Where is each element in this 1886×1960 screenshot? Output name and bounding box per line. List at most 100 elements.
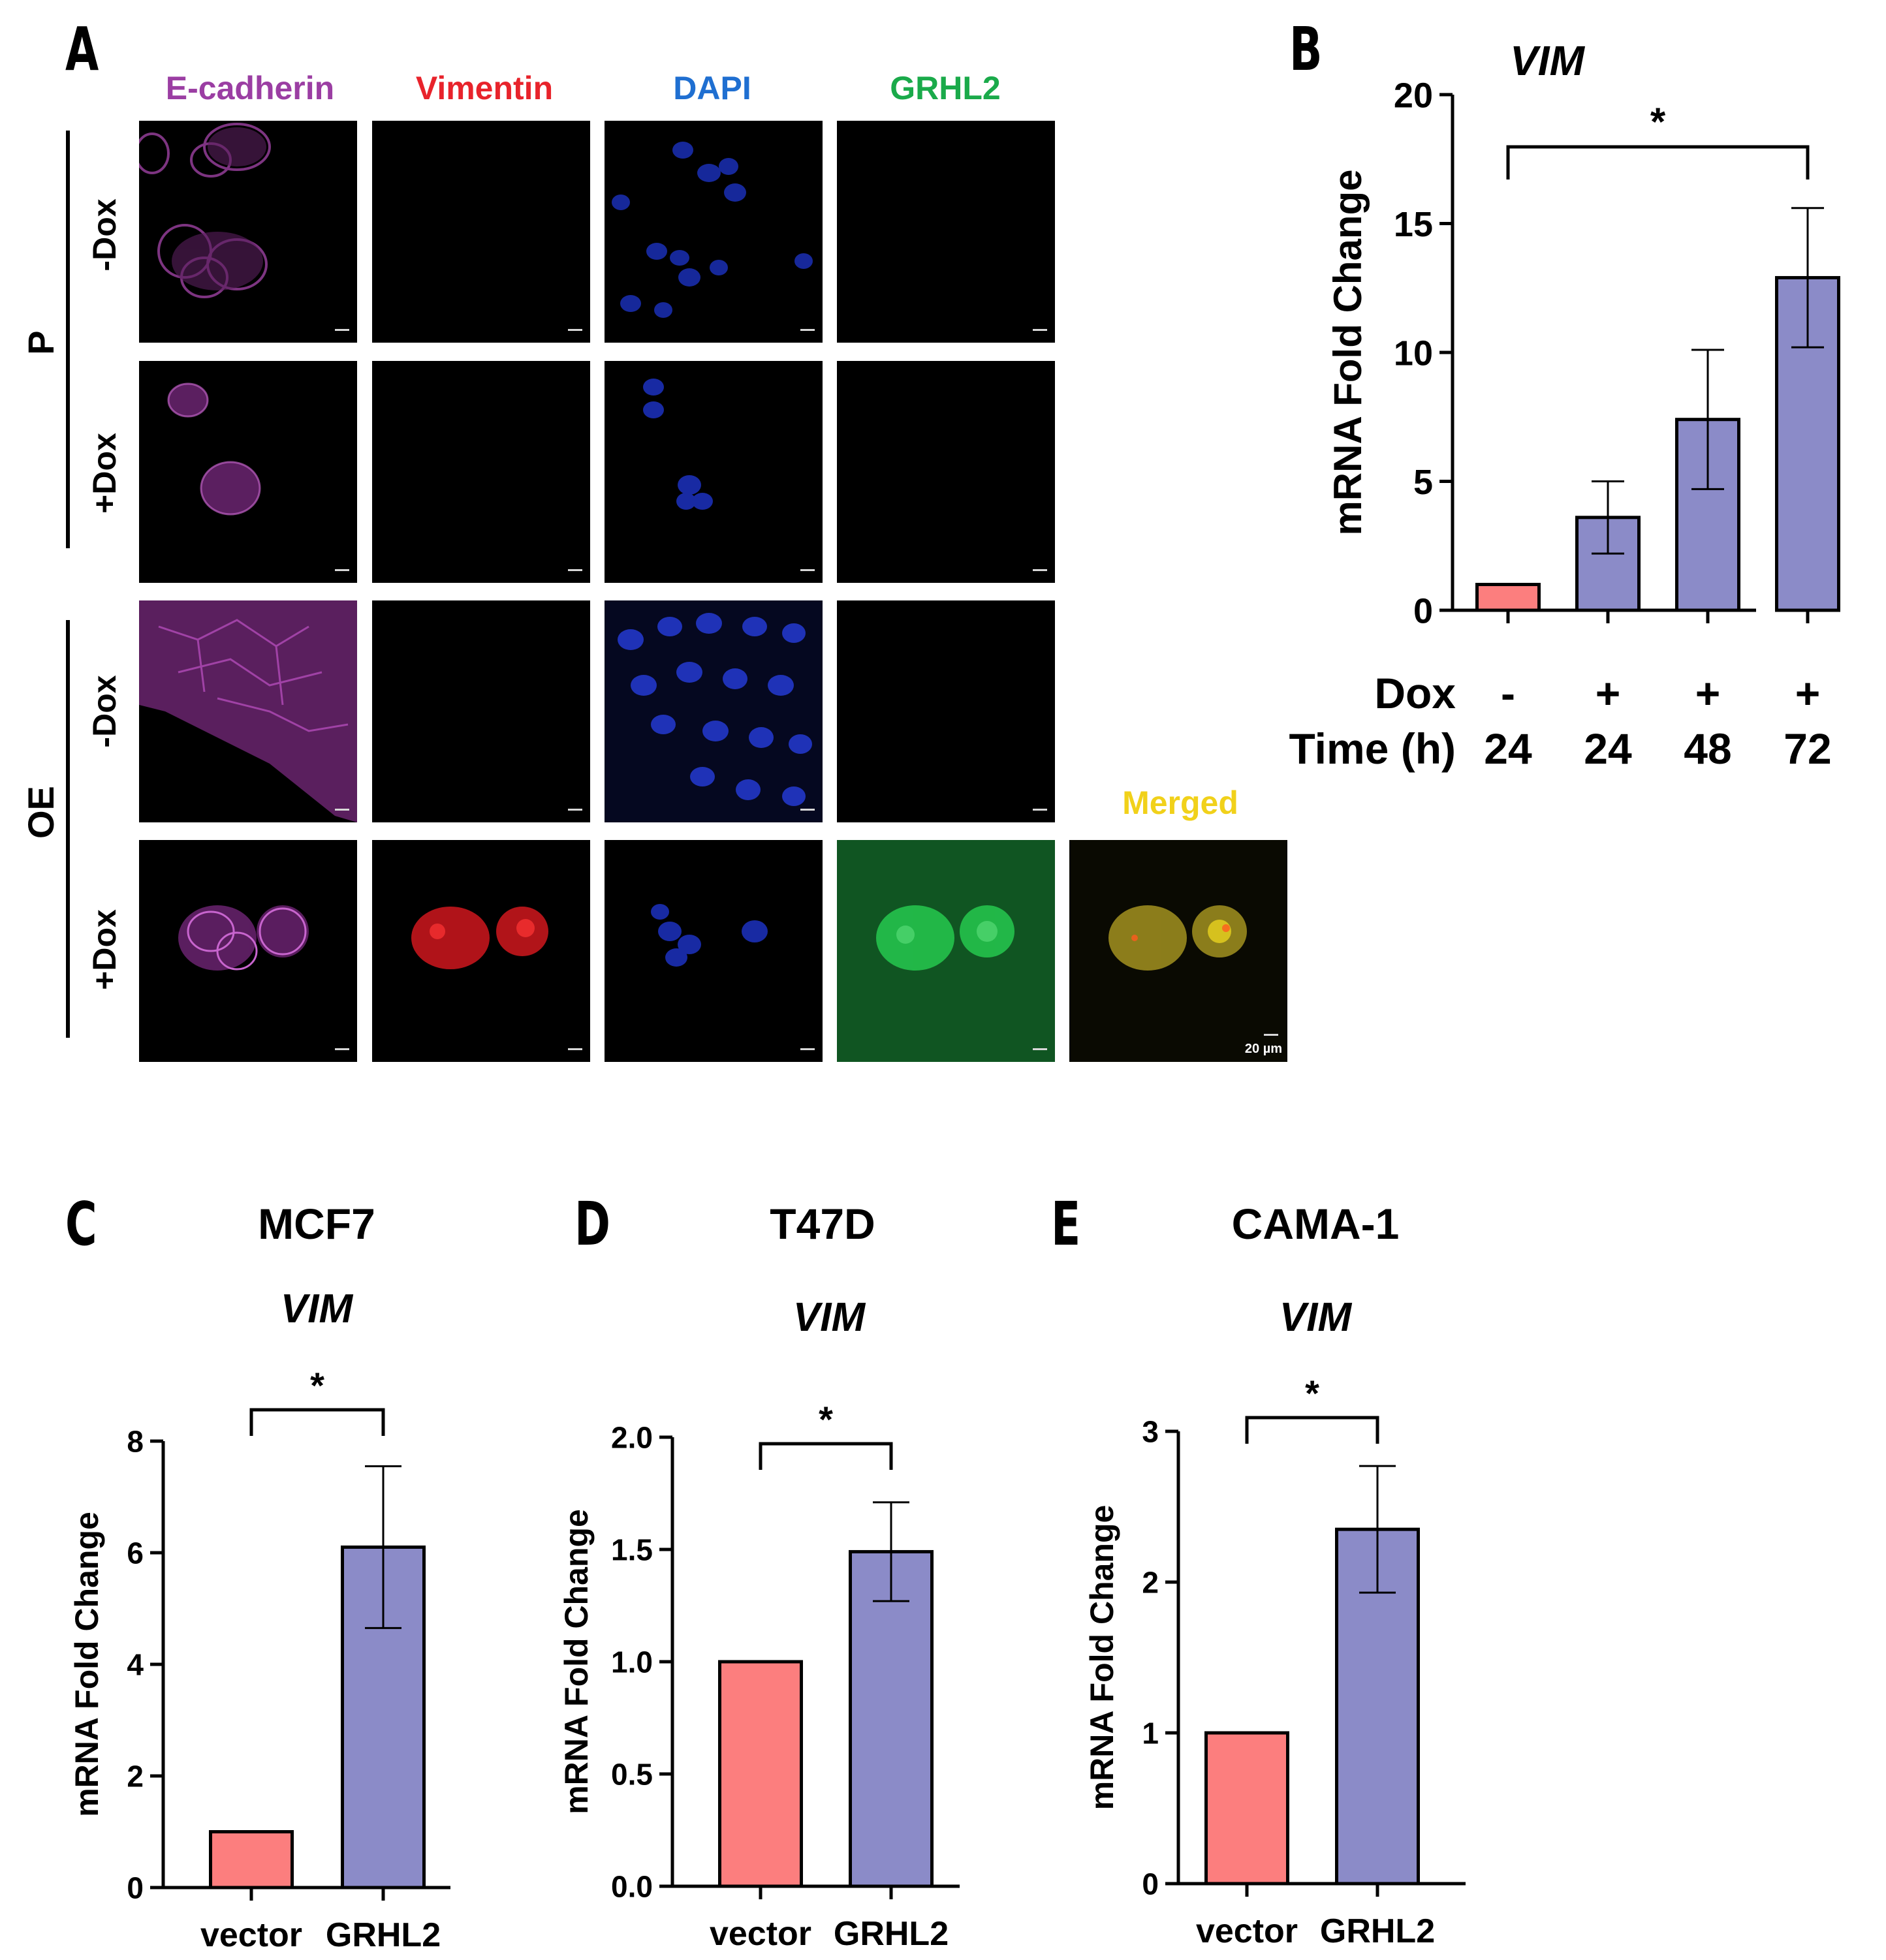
chart-e-category-label: GRHL2 [1320, 1912, 1435, 1950]
scale-bar [800, 329, 815, 331]
chart-d-significance-mark: * [819, 1399, 833, 1440]
chart-b-ytick-label: 20 [1394, 76, 1433, 115]
chart-c-bar [209, 1830, 294, 1890]
image-oe-minusdox-vimentin [372, 600, 590, 822]
row-label-oe-plus-dox: +Dox [86, 909, 123, 990]
image-p-minusdox-ecadherin [139, 121, 357, 343]
scale-bar [335, 1048, 349, 1050]
chart-e-ytick-label: 3 [1142, 1415, 1159, 1449]
chart-c-category-label: GRHL2 [326, 1916, 441, 1954]
chart-b-row-value: + [1695, 669, 1721, 717]
chart-b-row-value: - [1501, 669, 1515, 717]
chart-b-row-value: + [1595, 669, 1621, 717]
chart-c-title: MCF7 [258, 1200, 375, 1248]
image-oe-plusdox-ecadherin [139, 840, 357, 1062]
chart-e-title: CAMA-1 [1231, 1200, 1400, 1248]
image-oe-plusdox-dapi [605, 840, 823, 1062]
scale-bar [1033, 329, 1047, 331]
chart-c-gene: VIM [280, 1286, 353, 1331]
panel-b-label: B [1289, 14, 1323, 84]
chart-b: 0 5 10 15 20 mRNA Fold Change * VIM Dox - + + + Time … [1289, 37, 1840, 773]
chart-d-gene: VIM [793, 1295, 866, 1340]
chart-c-significance-bracket [249, 1408, 385, 1436]
image-p-minusdox-vimentin [372, 121, 590, 343]
image-p-minusdox-dapi [605, 121, 823, 343]
chart-b-title: VIM [1510, 37, 1585, 84]
panel-c-label: C [65, 1189, 97, 1259]
chart-e-significance-mark: * [1305, 1373, 1319, 1414]
chart-c-ytick-label: 0 [127, 1871, 144, 1905]
group-label-oe: OE [20, 786, 61, 839]
chart-c-ylabel: mRNA Fold Change [69, 1512, 105, 1817]
row-label-p-minus-dox: -Dox [86, 198, 123, 272]
scale-bar [1033, 809, 1047, 811]
chart-b-row-header: Dox [1374, 669, 1456, 717]
chart-b-row-value: + [1795, 669, 1821, 717]
chart-e-gene: VIM [1279, 1295, 1352, 1340]
image-p-plusdox-vimentin [372, 361, 590, 583]
image-p-plusdox-grhl2 [837, 361, 1055, 583]
scale-bar [800, 569, 815, 571]
scale-bar [1033, 1048, 1047, 1050]
image-oe-minusdox-ecadherin [139, 600, 357, 822]
chart-b-row-value: 72 [1784, 724, 1831, 773]
chart-c-ytick-label: 2 [127, 1760, 144, 1794]
chart-e-ytick-label: 1 [1142, 1717, 1159, 1750]
channel-label-vimentin: Vimentin [415, 70, 554, 106]
chart-d-ytick-label: 0.0 [611, 1870, 653, 1904]
scale-bar-text: 20 µm [1244, 1042, 1282, 1056]
chart-d-ytick-label: 2.0 [611, 1421, 653, 1455]
group-bracket-p [66, 131, 70, 548]
image-p-plusdox-dapi [605, 361, 823, 583]
chart-d-bar [718, 1660, 803, 1888]
image-p-plusdox-ecadherin [139, 361, 357, 583]
chart-e: 0 1 2 3 mRNA Fold Change vector GRHL2 * [1084, 1373, 1466, 1950]
chart-d-significance-bracket [759, 1442, 893, 1470]
image-p-minusdox-grhl2 [837, 121, 1055, 343]
chart-c-ytick-label: 4 [127, 1648, 144, 1682]
chart-c-category-label: vector [200, 1916, 302, 1954]
group-bracket-oe [66, 620, 70, 1038]
image-oe-minusdox-dapi [605, 600, 823, 822]
row-label-oe-minus-dox: -Dox [86, 675, 123, 748]
scale-bar [335, 809, 349, 811]
chart-e-ytick-label: 0 [1142, 1867, 1159, 1901]
chart-e-significance-bracket [1245, 1416, 1379, 1444]
chart-d-category-label: vector [710, 1915, 811, 1953]
group-label-p: P [20, 330, 61, 355]
image-oe-plusdox-vimentin [372, 840, 590, 1062]
chart-d-ylabel: mRNA Fold Change [558, 1509, 595, 1814]
scale-bar [568, 569, 582, 571]
chart-e-category-label: vector [1196, 1912, 1298, 1950]
chart-b-row-header: Time (h) [1289, 724, 1456, 773]
scale-bar [1264, 1034, 1278, 1036]
chart-b-significance-mark: * [1650, 100, 1666, 144]
chart-e-bar [1204, 1731, 1289, 1886]
chart-d-ytick-label: 0.5 [611, 1758, 653, 1792]
chart-d: 0.0 0.5 1.0 1.5 2.0 mRNA Fold Change vector GRH… [558, 1399, 960, 1953]
scale-bar [800, 1048, 815, 1050]
scale-bar [568, 809, 582, 811]
panel-a-label: A [65, 14, 99, 84]
chart-b-ytick-label: 5 [1413, 463, 1433, 502]
row-label-p-plus-dox: +Dox [86, 433, 123, 514]
chart-c-significance-mark: * [310, 1365, 324, 1406]
chart-d-category-label: GRHL2 [834, 1915, 949, 1953]
chart-b-bar [1475, 583, 1541, 612]
chart-b-ytick-label: 0 [1413, 591, 1433, 630]
panel-d-label: D [574, 1189, 610, 1259]
channel-label-grhl2: GRHL2 [890, 70, 1001, 106]
chart-b-ytick-label: 10 [1394, 334, 1433, 373]
chart-d-title: T47D [770, 1200, 875, 1248]
channel-label-ecadherin: E-cadherin [165, 70, 335, 106]
channel-label-dapi: DAPI [673, 70, 751, 106]
chart-e-ytick-label: 2 [1142, 1566, 1159, 1600]
scale-bar [568, 329, 582, 331]
chart-c: 0 2 4 6 8 mRNA Fold Change vector GRHL2 * [69, 1365, 450, 1954]
scale-bar [1033, 569, 1047, 571]
chart-b-row-value: 48 [1684, 724, 1731, 773]
chart-b-row-value: 24 [1484, 724, 1532, 773]
chart-b-ytick-label: 15 [1394, 205, 1433, 244]
channel-label-merged: Merged [1122, 785, 1238, 821]
image-oe-minusdox-grhl2 [837, 600, 1055, 822]
